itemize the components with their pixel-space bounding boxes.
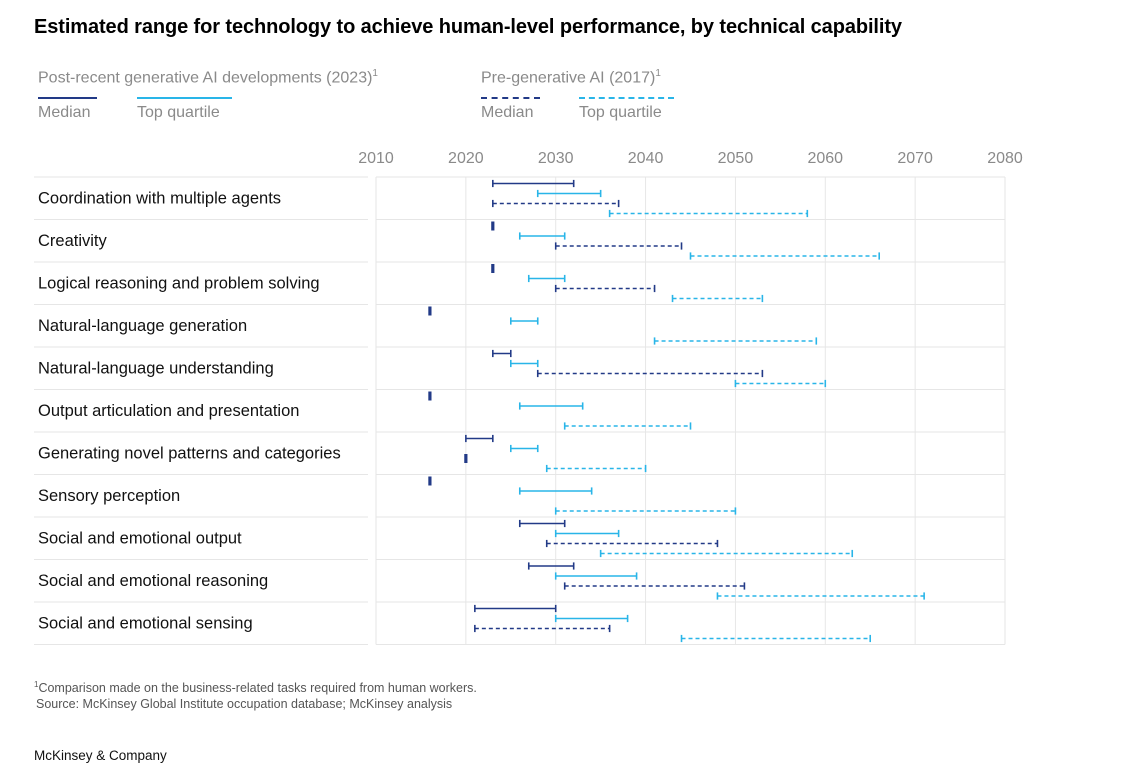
legend-group-2023-footnote-marker: 1 [372, 68, 378, 79]
median-2023-point [491, 264, 495, 273]
row-label: Sensory perception [38, 487, 180, 505]
row-label: Logical reasoning and problem solving [38, 275, 320, 293]
median-2017-point [464, 454, 468, 463]
x-tick-label-2030: 2030 [538, 150, 574, 167]
legend-label-top-quartile-2023: Top quartile [137, 104, 220, 121]
row-label: Social and emotional sensing [38, 615, 253, 633]
x-tick-label-2040: 2040 [628, 150, 664, 167]
median-2023-point [428, 306, 432, 316]
legend-swatch-top-quartile-2023 [137, 97, 232, 99]
row-label: Social and emotional output [38, 530, 242, 548]
chart-title: Estimated range for technology to achiev… [34, 16, 902, 38]
source-note: Source: McKinsey Global Institute occupa… [36, 697, 453, 712]
x-tick-label-2020: 2020 [448, 150, 484, 167]
brand-name: McKinsey & Company [34, 748, 167, 763]
legend-swatch-top-quartile-2017 [579, 97, 674, 99]
row-label: Output articulation and presentation [38, 402, 299, 420]
footnote-marker: 1 [34, 680, 39, 689]
row-label: Creativity [38, 232, 108, 250]
row-label: Generating novel patterns and categories [38, 445, 341, 463]
row-label: Natural-language generation [38, 317, 247, 335]
x-tick-label-2080: 2080 [987, 150, 1023, 167]
row-label: Natural-language understanding [38, 360, 274, 378]
legend-group-2023-name: Post-recent generative AI developments (… [38, 69, 373, 87]
legend-label-top-quartile-2017: Top quartile [579, 104, 662, 121]
footnote-text: Comparison made on the business-related … [38, 681, 477, 696]
x-tick-label-2070: 2070 [897, 150, 933, 167]
legend-group-2023-title: Post-recent generative AI developments (… [38, 68, 378, 87]
row-label: Social and emotional reasoning [38, 572, 268, 590]
x-tick-label-2050: 2050 [718, 150, 754, 167]
x-tick-label-2010: 2010 [358, 150, 394, 167]
footnote-text-line: 1Comparison made on the business-related… [34, 680, 477, 696]
median-2023-point [491, 221, 495, 231]
range-chart: 2010 2020 2030 2040 2050 2060 2070 2080 Coordina… [34, 150, 1023, 645]
legend-label-median-2023: Median [38, 104, 91, 121]
median-2023-point [428, 476, 432, 486]
legend-group-2017-footnote-marker: 1 [655, 68, 661, 79]
x-tick-label-2060: 2060 [807, 150, 843, 167]
row-label: Coordination with multiple agents [38, 190, 281, 208]
legend-group-2017-title: Pre-generative AI (2017)1 [481, 68, 661, 87]
legend-label-median-2017: Median [481, 104, 534, 121]
median-2023-point [428, 391, 432, 401]
legend-swatch-median-2023 [38, 97, 97, 99]
footnote: 1Comparison made on the business-related… [34, 677, 477, 712]
legend-group-2017-name: Pre-generative AI (2017) [481, 69, 656, 87]
legend-swatch-median-2017 [481, 97, 540, 99]
